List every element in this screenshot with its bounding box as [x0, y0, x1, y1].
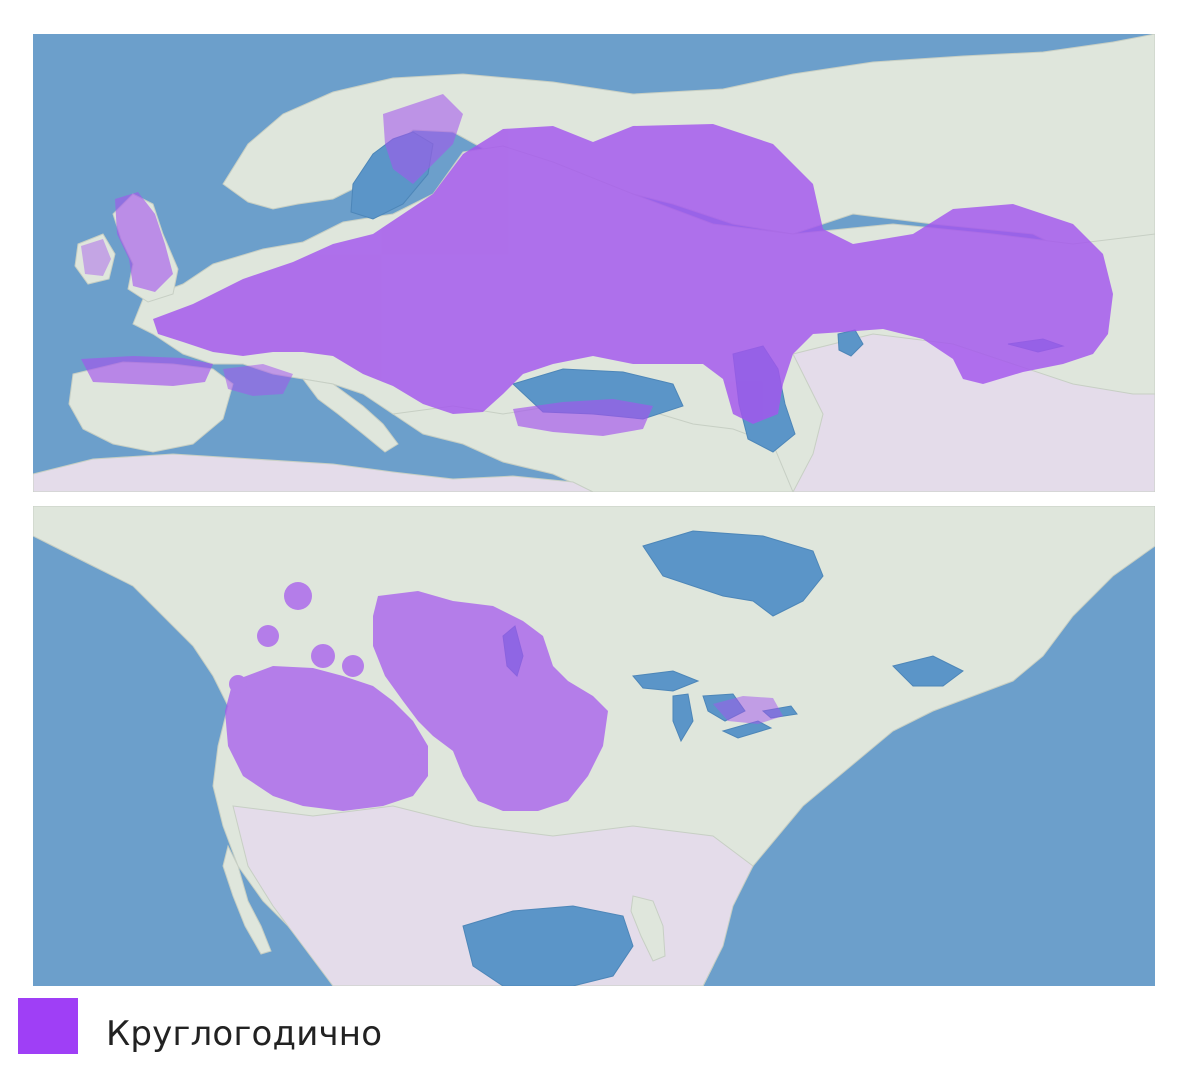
- range-spot-3: [311, 644, 335, 668]
- great-lake-michigan: [672, 693, 694, 743]
- range-southern-europe: [223, 364, 293, 396]
- range-spot-6: [399, 754, 427, 782]
- range-great-plains: [373, 591, 608, 811]
- gulf-of-mexico: [462, 905, 634, 986]
- great-lake-superior: [632, 670, 700, 692]
- range-spot-1: [284, 582, 312, 610]
- range-spot-2: [257, 625, 279, 647]
- florida-landmass: [630, 895, 666, 962]
- north-america-map-canvas: [33, 506, 1155, 986]
- range-overlay-eurasia: [81, 94, 1113, 436]
- range-anatolia: [513, 399, 653, 436]
- range-overlay-north-america: [225, 582, 783, 811]
- range-scandinavia: [383, 94, 463, 184]
- range-great-lakes-patch: [713, 696, 783, 724]
- gulf-of-st-lawrence: [892, 655, 964, 687]
- range-spot-5: [229, 675, 247, 693]
- italy-landmass: [301, 378, 399, 453]
- legend-label-year-round: Круглогодично: [106, 1014, 383, 1054]
- range-europe-russia: [153, 124, 1113, 424]
- range-western-basin: [225, 666, 428, 811]
- range-britain: [115, 192, 173, 292]
- map-legend: Круглогодично: [18, 996, 718, 1056]
- hudson-bay: [642, 530, 824, 617]
- range-iberia-north: [81, 356, 213, 386]
- legend-swatch-year-round: [18, 998, 78, 1054]
- range-spot-4: [342, 655, 364, 677]
- eurasia-map-canvas: [33, 34, 1155, 492]
- north-africa-landmass: [33, 453, 594, 492]
- great-lake-erie: [721, 720, 773, 739]
- eurasia-range-map: [33, 34, 1155, 492]
- north-america-range-map: [33, 506, 1155, 986]
- range-ireland: [81, 239, 111, 276]
- baja-california: [222, 844, 272, 955]
- ireland-landmass: [74, 233, 116, 285]
